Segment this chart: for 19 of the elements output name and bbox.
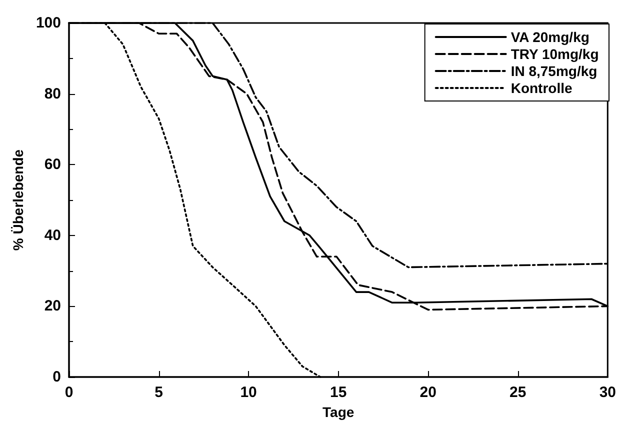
x-tick-label: 0 — [64, 384, 74, 401]
x-axis-title: Tage — [322, 404, 354, 420]
legend-label: Kontrolle — [510, 80, 572, 96]
y-tick-label: 0 — [52, 368, 61, 386]
x-tick-label: 5 — [154, 384, 163, 401]
y-tick-label: 40 — [44, 226, 61, 244]
x-tick-label: 30 — [599, 384, 616, 401]
x-tick-label: 25 — [510, 384, 526, 401]
y-tick-label: 100 — [36, 14, 61, 32]
y-tick-label: 60 — [44, 156, 61, 174]
y-axis-title: % Überlebende — [10, 149, 26, 251]
x-tick-label: 10 — [240, 384, 257, 401]
legend-label: IN 8,75mg/kg — [510, 63, 598, 79]
y-tick-label: 20 — [44, 298, 61, 315]
y-tick-label: 80 — [44, 85, 61, 102]
x-tick-label: 15 — [330, 384, 347, 401]
legend-label: VA 20mg/kg — [510, 29, 590, 45]
legend-label: TRY 10mg/kg — [510, 46, 599, 62]
x-tick-label: 20 — [420, 384, 436, 401]
